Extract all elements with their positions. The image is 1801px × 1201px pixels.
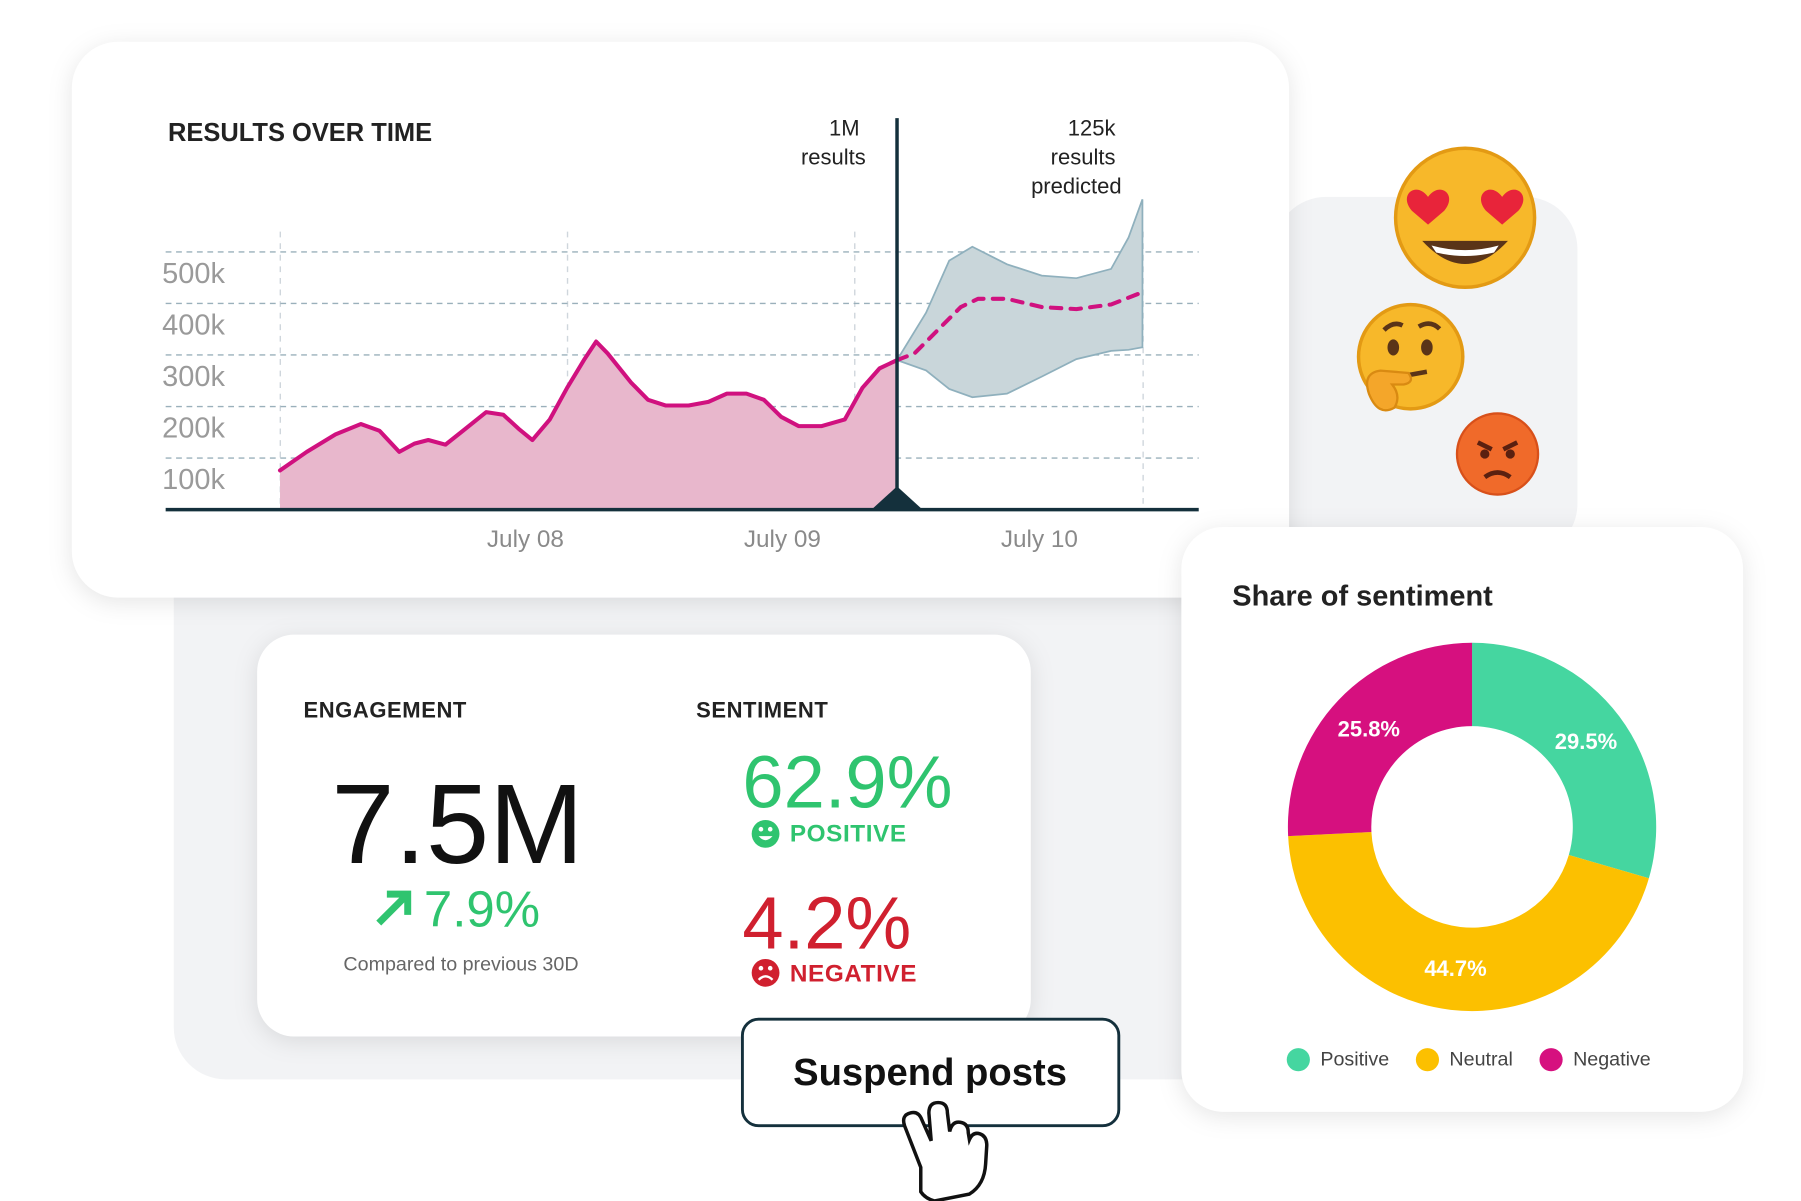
pie-chart: Share of sentiment 29.5% 44.7% 25.8% Positiv… — [1232, 580, 1657, 1072]
stats-card — [257, 634, 1031, 1037]
hand-cursor — [901, 1100, 989, 1201]
frown-icon — [751, 958, 780, 987]
line — [277, 339, 900, 473]
legend-label: Positive — [1320, 1049, 1389, 1071]
line — [894, 291, 1143, 363]
pie-slice — [1472, 642, 1657, 879]
emoji-love — [1393, 146, 1537, 289]
legend-swatch — [1415, 1048, 1440, 1072]
positive-value: 62.9% — [742, 740, 952, 823]
chart-title: RESULTS OVER TIME — [168, 119, 432, 147]
button-label[interactable]: Suspend posts — [793, 1051, 1067, 1094]
slice-label: 29.5% — [1555, 729, 1617, 754]
pie-slice — [1288, 831, 1649, 1012]
engagement-note: Compared to previous 30D — [343, 954, 578, 976]
legend-label: Neutral — [1449, 1049, 1512, 1071]
area — [280, 341, 898, 510]
annotation: 125k results predicted — [1031, 115, 1122, 198]
slice-label: 25.8% — [1338, 716, 1400, 741]
sentiment-label: SENTIMENT — [696, 697, 828, 722]
y-tick-label: 200k — [162, 413, 225, 445]
up-arrow-icon — [376, 890, 412, 926]
y-tick-label: 500k — [162, 258, 225, 290]
y-tick-label: 400k — [162, 309, 225, 341]
positive-label: POSITIVE — [790, 820, 907, 847]
x-tick-label: July 09 — [744, 526, 821, 553]
line-chart: RESULTS OVER TIME 100k 200k 300k 400k 500k Jul… — [162, 115, 1199, 553]
x-tick-label: July 10 — [1001, 526, 1078, 553]
annotation: 1M results — [801, 115, 866, 169]
emoji-angry — [1455, 412, 1540, 496]
y-tick-label: 100k — [162, 464, 225, 496]
y-tick-label: 300k — [162, 361, 225, 393]
engagement-change: 7.9% — [424, 881, 540, 938]
negative-label: NEGATIVE — [790, 961, 917, 988]
suspend-button[interactable]: Suspend posts — [740, 1017, 1121, 1128]
pie-card — [1181, 526, 1744, 1112]
legend-label: Negative — [1573, 1049, 1651, 1071]
negative-value: 4.2% — [742, 882, 911, 965]
slice-label: 44.7% — [1424, 956, 1486, 981]
now-marker-foot — [871, 486, 923, 510]
engagement-label: ENGAGEMENT — [303, 697, 466, 722]
chart-title: Share of sentiment — [1232, 580, 1493, 612]
prediction-band — [895, 199, 1144, 399]
pie-slice — [1287, 642, 1473, 837]
emoji-thinking — [1356, 302, 1465, 412]
legend-swatch — [1286, 1048, 1310, 1072]
engagement-value: 7.5M — [331, 761, 583, 888]
x-tick-label: July 08 — [487, 526, 564, 553]
legend-swatch — [1539, 1048, 1563, 1072]
smile-icon — [751, 819, 780, 848]
